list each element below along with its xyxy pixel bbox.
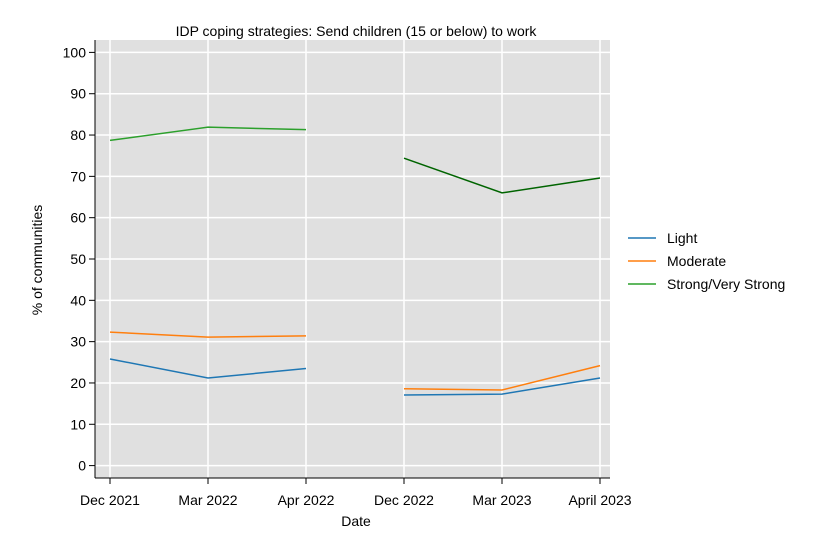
x-tick-label: Dec 2022: [374, 492, 434, 508]
x-tick-label: Mar 2022: [178, 492, 237, 508]
y-tick-label: 90: [70, 86, 86, 102]
series-line-strong-very-strong-1: [109, 126, 307, 142]
x-axis-label: Date: [341, 513, 371, 529]
series-line-moderate-1: [109, 331, 307, 338]
y-tick-label: 100: [63, 44, 87, 60]
series-lines: [109, 126, 601, 396]
series-line-moderate-2: [403, 364, 601, 391]
legend-label: Moderate: [667, 253, 726, 269]
y-tick-label: 70: [70, 168, 86, 184]
grid: [95, 40, 610, 478]
y-tick-label: 30: [70, 334, 86, 350]
y-tick-label: 0: [78, 458, 86, 474]
x-tick-label: Dec 2021: [80, 492, 140, 508]
x-tick-label: Apr 2022: [278, 492, 335, 508]
y-ticks: 0 10 20 30 40 50 60 70 80 90 100: [63, 44, 95, 474]
x-tick-label: April 2023: [568, 492, 631, 508]
y-tick-label: 40: [70, 292, 86, 308]
series-line-light-2: [403, 377, 601, 396]
y-tick-label: 50: [70, 251, 86, 267]
legend-label: Strong/Very Strong: [667, 276, 785, 292]
y-tick-label: 60: [70, 210, 86, 226]
x-ticks: Dec 2021 Mar 2022 Apr 2022 Dec 2022 Mar 2023…: [80, 478, 632, 508]
x-tick-label: Mar 2023: [472, 492, 531, 508]
legend: Light Moderate Strong/Very Strong: [628, 230, 785, 292]
chart-title: IDP coping strategies: Send children (15…: [176, 23, 538, 39]
legend-label: Light: [667, 230, 697, 246]
y-tick-label: 20: [70, 375, 86, 391]
series-line-light-1: [109, 358, 307, 379]
y-tick-label: 80: [70, 127, 86, 143]
y-tick-label: 10: [70, 416, 86, 432]
series-line-strong-very-strong-2: [403, 157, 601, 194]
y-axis-label: % of communities: [29, 205, 45, 315]
